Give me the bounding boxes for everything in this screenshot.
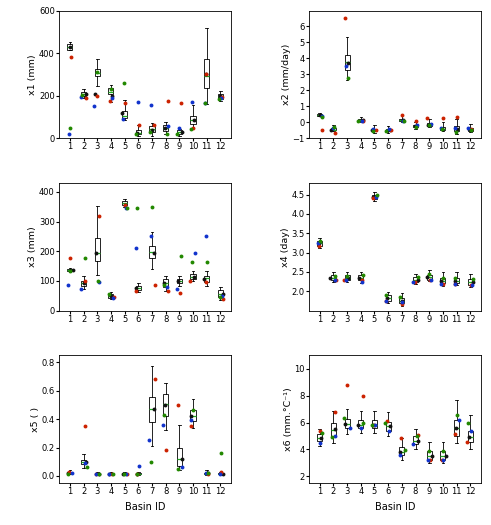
PathPatch shape: [177, 279, 182, 283]
PathPatch shape: [218, 290, 223, 297]
PathPatch shape: [81, 460, 86, 465]
PathPatch shape: [399, 298, 405, 303]
PathPatch shape: [372, 420, 377, 428]
PathPatch shape: [385, 129, 391, 131]
PathPatch shape: [204, 59, 209, 89]
PathPatch shape: [191, 116, 195, 124]
PathPatch shape: [67, 44, 73, 50]
PathPatch shape: [218, 474, 223, 475]
PathPatch shape: [136, 473, 141, 475]
PathPatch shape: [358, 275, 363, 280]
PathPatch shape: [191, 410, 195, 421]
PathPatch shape: [109, 88, 113, 94]
PathPatch shape: [331, 129, 336, 131]
PathPatch shape: [440, 278, 445, 284]
PathPatch shape: [413, 436, 418, 444]
PathPatch shape: [427, 123, 432, 126]
PathPatch shape: [122, 474, 127, 475]
PathPatch shape: [358, 420, 363, 428]
PathPatch shape: [122, 111, 127, 118]
PathPatch shape: [331, 275, 336, 280]
PathPatch shape: [81, 281, 86, 286]
PathPatch shape: [136, 130, 141, 134]
PathPatch shape: [399, 447, 405, 455]
PathPatch shape: [204, 472, 209, 474]
PathPatch shape: [95, 473, 100, 474]
PathPatch shape: [454, 126, 459, 131]
PathPatch shape: [81, 92, 86, 96]
X-axis label: Basin ID: Basin ID: [125, 502, 165, 512]
PathPatch shape: [385, 295, 391, 301]
PathPatch shape: [358, 119, 363, 121]
PathPatch shape: [122, 201, 127, 205]
PathPatch shape: [385, 422, 391, 430]
PathPatch shape: [149, 397, 155, 422]
PathPatch shape: [95, 69, 100, 76]
Y-axis label: x5 ( ): x5 ( ): [31, 406, 40, 432]
PathPatch shape: [372, 129, 377, 131]
PathPatch shape: [317, 434, 323, 442]
PathPatch shape: [163, 279, 168, 287]
PathPatch shape: [427, 451, 432, 460]
PathPatch shape: [191, 275, 195, 279]
PathPatch shape: [413, 277, 418, 282]
PathPatch shape: [399, 119, 405, 121]
PathPatch shape: [163, 394, 168, 416]
PathPatch shape: [427, 275, 432, 280]
PathPatch shape: [67, 269, 73, 271]
PathPatch shape: [109, 295, 113, 298]
PathPatch shape: [177, 130, 182, 134]
PathPatch shape: [345, 55, 350, 70]
PathPatch shape: [95, 237, 100, 261]
PathPatch shape: [149, 246, 155, 258]
Y-axis label: x2 (mm/day): x2 (mm/day): [282, 44, 291, 105]
Y-axis label: x6 (mm.°C⁻¹): x6 (mm.°C⁻¹): [284, 387, 293, 451]
Y-axis label: x4 (day): x4 (day): [281, 227, 290, 267]
PathPatch shape: [345, 275, 350, 280]
PathPatch shape: [467, 431, 473, 442]
PathPatch shape: [454, 278, 459, 284]
PathPatch shape: [413, 125, 418, 128]
PathPatch shape: [177, 447, 182, 466]
PathPatch shape: [67, 471, 73, 474]
PathPatch shape: [317, 241, 323, 246]
PathPatch shape: [440, 452, 445, 460]
PathPatch shape: [372, 194, 377, 199]
PathPatch shape: [149, 126, 155, 132]
PathPatch shape: [317, 113, 323, 116]
PathPatch shape: [109, 474, 113, 475]
PathPatch shape: [163, 125, 168, 131]
PathPatch shape: [204, 276, 209, 282]
PathPatch shape: [136, 286, 141, 290]
PathPatch shape: [331, 423, 336, 436]
Y-axis label: x3 (mm): x3 (mm): [28, 226, 37, 267]
PathPatch shape: [454, 419, 459, 436]
PathPatch shape: [440, 127, 445, 130]
PathPatch shape: [467, 128, 473, 131]
PathPatch shape: [345, 419, 350, 428]
PathPatch shape: [218, 94, 223, 99]
PathPatch shape: [467, 279, 473, 285]
X-axis label: Basin ID: Basin ID: [375, 502, 415, 512]
Y-axis label: x1 (mm): x1 (mm): [28, 54, 37, 94]
